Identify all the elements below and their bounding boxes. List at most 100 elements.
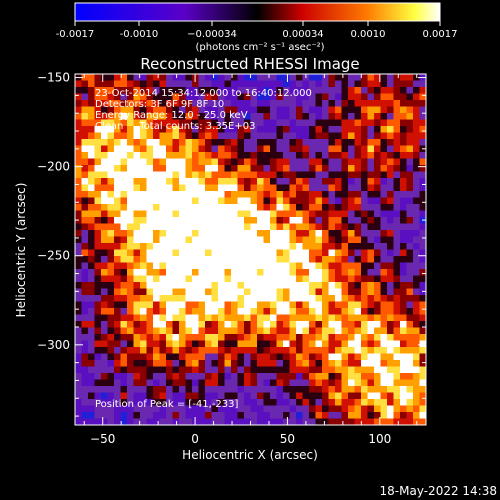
heatmap-cell [257, 334, 264, 341]
heatmap-cell [328, 295, 336, 302]
heatmap-cell [172, 379, 180, 387]
heatmap-cell [75, 165, 82, 172]
heatmap-cell [309, 399, 316, 406]
heatmap-cell [289, 321, 297, 328]
heatmap-cell [289, 386, 297, 393]
heatmap-cell [406, 191, 414, 198]
heatmap-cell [101, 360, 108, 367]
heatmap-cell [309, 334, 316, 341]
heatmap-cell [406, 197, 414, 205]
heatmap-cell [107, 204, 115, 211]
heatmap-cell [224, 373, 232, 380]
heatmap-cell [166, 191, 173, 198]
heatmap-cell [374, 106, 381, 114]
heatmap-cell [341, 308, 349, 315]
heatmap-cell [335, 249, 342, 257]
heatmap-cell [335, 210, 342, 218]
heatmap-cell [380, 223, 388, 231]
heatmap-cell [198, 347, 206, 354]
heatmap-cell [406, 152, 414, 159]
heatmap-cell [81, 295, 89, 302]
heatmap-cell [153, 269, 160, 276]
heatmap-cell [218, 178, 225, 185]
heatmap-cell [335, 145, 342, 153]
heatmap-cell [393, 178, 401, 185]
heatmap-cell [237, 295, 245, 302]
heatmap-cell [172, 145, 180, 153]
heatmap-cell [406, 217, 414, 224]
heatmap-cell [140, 191, 147, 198]
heatmap-cell [406, 366, 414, 374]
heatmap-cell [309, 412, 316, 419]
heatmap-cell [289, 366, 297, 374]
heatmap-cell [400, 399, 407, 406]
heatmap-cell [322, 327, 329, 335]
heatmap-cell [179, 399, 186, 406]
heatmap-cell [302, 197, 310, 205]
heatmap-cell [374, 275, 381, 283]
heatmap-cell [302, 405, 310, 413]
heatmap-cell [231, 165, 238, 172]
heatmap-cell [101, 100, 108, 107]
heatmap-cell [374, 204, 381, 211]
heatmap-cell [153, 282, 160, 289]
heatmap-cell [341, 93, 349, 101]
heatmap-cell [380, 353, 388, 361]
heatmap-cell [257, 308, 264, 315]
heatmap-cell [361, 412, 368, 419]
heatmap-cell [315, 269, 323, 276]
heatmap-cell [244, 171, 251, 179]
heatmap-cell [361, 418, 368, 425]
heatmap-cell [211, 321, 219, 328]
heatmap-cell [270, 93, 277, 101]
heatmap-cell [276, 236, 284, 244]
heatmap-cell [309, 171, 316, 179]
heatmap-cell [250, 87, 258, 94]
heatmap-cell [146, 327, 154, 335]
heatmap-cell [361, 295, 368, 302]
heatmap-cell [211, 132, 219, 140]
heatmap-cell [250, 165, 258, 172]
heatmap-cell [283, 217, 290, 224]
heatmap-cell [361, 74, 368, 81]
heatmap-cell [198, 165, 206, 172]
heatmap-cell [159, 314, 167, 322]
heatmap-cell [400, 132, 407, 140]
heatmap-cell [185, 269, 193, 276]
heatmap-cell [400, 158, 407, 166]
heatmap-cell [413, 217, 420, 224]
heatmap-cell [348, 288, 355, 296]
heatmap-cell [406, 373, 414, 380]
heatmap-cell [140, 269, 147, 276]
heatmap-cell [270, 113, 277, 120]
heatmap-cell [192, 158, 199, 166]
heatmap-cell [107, 158, 115, 166]
heatmap-cell [413, 178, 420, 185]
heatmap-cell [179, 249, 186, 257]
heatmap-cell [354, 314, 362, 322]
heatmap-cell [146, 139, 154, 146]
heatmap-cell [341, 275, 349, 283]
heatmap-cell [88, 412, 95, 419]
heatmap-cell [185, 308, 193, 315]
heatmap-cell [224, 100, 232, 107]
heatmap-cell [322, 282, 329, 289]
heatmap-cell [257, 405, 264, 413]
heatmap-cell [413, 282, 420, 289]
heatmap-cell [354, 184, 362, 192]
heatmap-cell [315, 386, 323, 393]
heatmap-cell [120, 171, 128, 179]
heatmap-cell [257, 145, 264, 153]
heatmap-cell [296, 80, 303, 88]
heatmap-cell [270, 405, 277, 413]
heatmap-cell [101, 132, 108, 140]
heatmap-cell [276, 295, 284, 302]
heatmap-cell [335, 139, 342, 146]
heatmap-cell [231, 171, 238, 179]
heatmap-cell [302, 249, 310, 257]
heatmap-cell [367, 405, 375, 413]
heatmap-cell [81, 301, 89, 309]
heatmap-cell [94, 308, 102, 315]
heatmap-cell [101, 217, 108, 224]
heatmap-cell [419, 418, 426, 425]
